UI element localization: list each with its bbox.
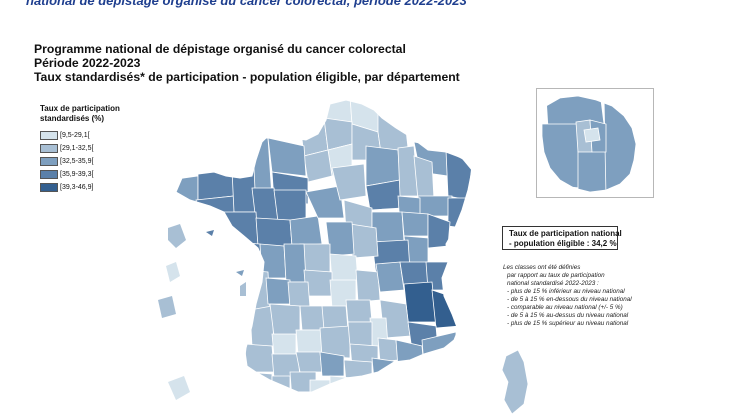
department-region [335,389,367,392]
legend-swatch [40,183,58,192]
department-region [176,175,199,211]
department-region [197,169,235,201]
department-region [221,211,259,245]
ile-de-france-inset-frame [536,88,654,198]
legend-label: [29,1-32,5[ [60,145,94,152]
department-region [243,343,275,373]
legend-item: [29,1-32,5[ [40,143,130,154]
department-region [401,211,429,237]
legend-title-line1: Taux de participation [40,104,120,113]
island [158,296,176,318]
metropolitan-france [176,100,472,392]
department-region [445,149,472,201]
legend-label: [32,5-35,9[ [60,158,94,165]
department-region [305,185,345,219]
class-definition-notes: Les classes ont été définies par rapport… [503,264,632,328]
national-rate-line1: Taux de participation national [509,229,622,238]
department-region [249,305,275,347]
department-region [255,217,293,247]
department-region [329,375,353,392]
department-region [377,337,399,363]
note-line: - de 5 à 15 % au-dessus du niveau nation… [507,312,629,319]
legend-label: [39,3-46,9] [60,184,94,191]
department-region [289,215,323,247]
department-region [245,269,271,313]
department-region [295,351,323,373]
national-rate-line2: - population éligible : 34,2 % [509,239,617,248]
island [240,282,246,296]
department-region [331,163,367,201]
note-line: - comparable au niveau national (+/- 5 %… [507,304,623,311]
map-subtitle: Taux standardisés* de participation - po… [34,70,460,84]
note-line: par rapport au taux de participation [507,272,605,279]
department-region [345,299,373,323]
department-region [303,149,333,183]
department-region [399,361,431,387]
department-region [403,281,437,323]
island [168,224,186,248]
department-region [195,195,235,227]
department-region [265,277,291,305]
note-line: national standardisé 2022-2023 : [507,280,599,287]
ile-de-france-outline [541,95,637,193]
legend-item: [9,5-29,1[ [40,130,130,141]
department-region [319,325,351,359]
france-outline [175,99,473,393]
top-banner-title: national de dépistage organisé du cancer… [26,0,467,8]
legend-item: [35,9-39,3[ [40,169,130,180]
legend-item: [39,3-46,9] [40,182,130,193]
note-line: - de 5 à 15 % en-dessous du niveau natio… [507,296,632,303]
department-region [329,253,359,283]
department-region [355,269,381,303]
legend-swatch [40,157,58,166]
note-line: - plus de 15 % inférieur au niveau natio… [507,288,625,295]
national-rate-box: Taux de participation national - populat… [502,226,622,250]
department-region [271,375,291,392]
legend-item: [32,5-35,9[ [40,156,130,167]
island [168,376,190,400]
department-region [269,303,301,337]
department-region [413,155,435,201]
department-region [583,127,601,143]
note-line: Les classes ont été définies [503,264,581,271]
legend-swatch [40,131,58,140]
department-region [431,289,463,329]
department-region [309,379,331,392]
department-region [319,351,345,377]
island [236,270,244,276]
island [166,262,180,282]
legend-label: [35,9-39,3[ [60,171,94,178]
department-region [273,189,307,223]
department-region [283,243,307,283]
department-region [375,261,405,293]
legend: Taux de participation standardisés (%) [… [40,104,130,195]
department-region [417,195,453,217]
department-region [243,371,273,392]
department-region [365,145,401,187]
department-region [347,321,373,347]
legend-label: [9,5-29,1[ [60,132,90,139]
department-region [447,197,471,229]
department-region [267,137,307,177]
island [206,230,214,236]
map-title: Programme national de dépistage organisé… [34,42,406,56]
department-region [287,281,311,309]
department-region [501,349,529,414]
map-period: Période 2022-2023 [34,56,141,70]
legend-title: Taux de participation standardisés (%) [40,104,130,124]
legend-title-line2: standardisés (%) [40,114,105,123]
note-line: - plus de 15 % supérieur au niveau natio… [507,320,629,327]
legend-swatch [40,144,58,153]
map-heading: Programme national de dépistage organisé… [34,42,460,84]
department-region [343,359,373,383]
department-region [271,333,297,357]
department-region [295,329,323,355]
legend-swatch [40,170,58,179]
